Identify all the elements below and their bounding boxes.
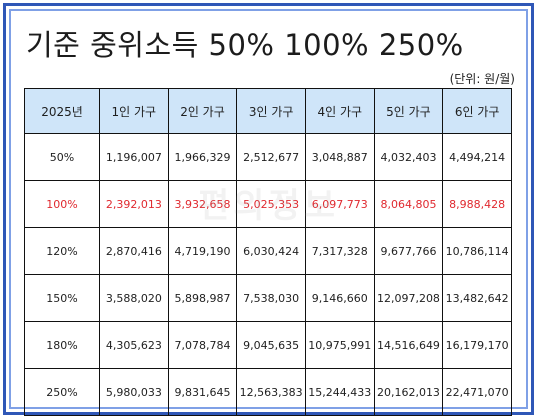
table-cell: 8,988,428	[442, 180, 512, 228]
table-cell: 12,097,208	[373, 274, 444, 322]
table-cell: 6,030,424	[236, 227, 306, 275]
header-3-person: 3인 가구	[236, 88, 306, 134]
header-1-person: 1인 가구	[99, 88, 169, 134]
table-cell: 13,482,642	[442, 274, 512, 322]
table-cell: 9,677,766	[373, 227, 444, 275]
table-cell: 5,898,987	[167, 274, 238, 322]
table-cell: 4,494,214	[442, 133, 512, 181]
table-cell: 7,078,784	[167, 321, 238, 369]
table-cell: 16,179,170	[442, 321, 512, 369]
row-percent: 100%	[24, 180, 100, 228]
table-cell: 8,064,805	[373, 180, 444, 228]
table-row-highlight: 100% 2,392,013 3,932,658 5,025,353 6,097…	[24, 180, 512, 228]
table-cell: 2,870,416	[99, 227, 169, 275]
header-6-person: 6인 가구	[442, 88, 512, 134]
table-cell: 20,162,013	[373, 368, 444, 416]
table-cell: 10,975,991	[304, 321, 375, 369]
table-row: 150% 3,588,020 5,898,987 7,538,030 9,146…	[24, 274, 512, 322]
table-cell: 4,305,623	[99, 321, 169, 369]
table-cell: 1,196,007	[99, 133, 169, 181]
table-cell: 7,538,030	[236, 274, 306, 322]
table-cell: 9,045,635	[236, 321, 306, 369]
row-percent: 180%	[24, 321, 100, 369]
table-cell: 3,588,020	[99, 274, 169, 322]
header-4-person: 4인 가구	[304, 88, 375, 134]
table-cell: 22,471,070	[442, 368, 512, 416]
table-cell: 9,831,645	[167, 368, 238, 416]
table-cell: 4,719,190	[167, 227, 238, 275]
table-row: 180% 4,305,623 7,078,784 9,045,635 10,97…	[24, 321, 512, 369]
table-cell: 15,244,433	[304, 368, 375, 416]
header-2-person: 2인 가구	[167, 88, 238, 134]
table-row: 120% 2,870,416 4,719,190 6,030,424 7,317…	[24, 227, 512, 275]
row-percent: 50%	[24, 133, 100, 181]
table-row: 250% 5,980,033 9,831,645 12,563,383 15,2…	[24, 368, 512, 416]
table-cell: 9,146,660	[304, 274, 375, 322]
table-cell: 2,392,013	[99, 180, 169, 228]
header-5-person: 5인 가구	[373, 88, 444, 134]
table-cell: 5,980,033	[99, 368, 169, 416]
table-cell: 3,932,658	[167, 180, 238, 228]
table-cell: 1,966,329	[167, 133, 238, 181]
table-cell: 3,048,887	[304, 133, 375, 181]
income-table: 2025년 1인 가구 2인 가구 3인 가구 4인 가구 5인 가구 6인 가…	[24, 88, 512, 416]
table-cell: 6,097,773	[304, 180, 375, 228]
table-cell: 10,786,114	[442, 227, 512, 275]
unit-label: (단위: 원/월)	[449, 72, 515, 86]
row-percent: 250%	[24, 368, 100, 416]
table-cell: 7,317,328	[304, 227, 375, 275]
table-cell: 14,516,649	[373, 321, 444, 369]
table-row: 50% 1,196,007 1,966,329 2,512,677 3,048,…	[24, 133, 512, 181]
page-title: 기준 중위소득 50% 100% 250%	[26, 28, 464, 62]
row-percent: 120%	[24, 227, 100, 275]
table-cell: 5,025,353	[236, 180, 306, 228]
table-header-row: 2025년 1인 가구 2인 가구 3인 가구 4인 가구 5인 가구 6인 가…	[24, 88, 512, 134]
header-year: 2025년	[24, 88, 100, 134]
row-percent: 150%	[24, 274, 100, 322]
table-cell: 12,563,383	[236, 368, 306, 416]
table-cell: 2,512,677	[236, 133, 306, 181]
table-cell: 4,032,403	[373, 133, 444, 181]
